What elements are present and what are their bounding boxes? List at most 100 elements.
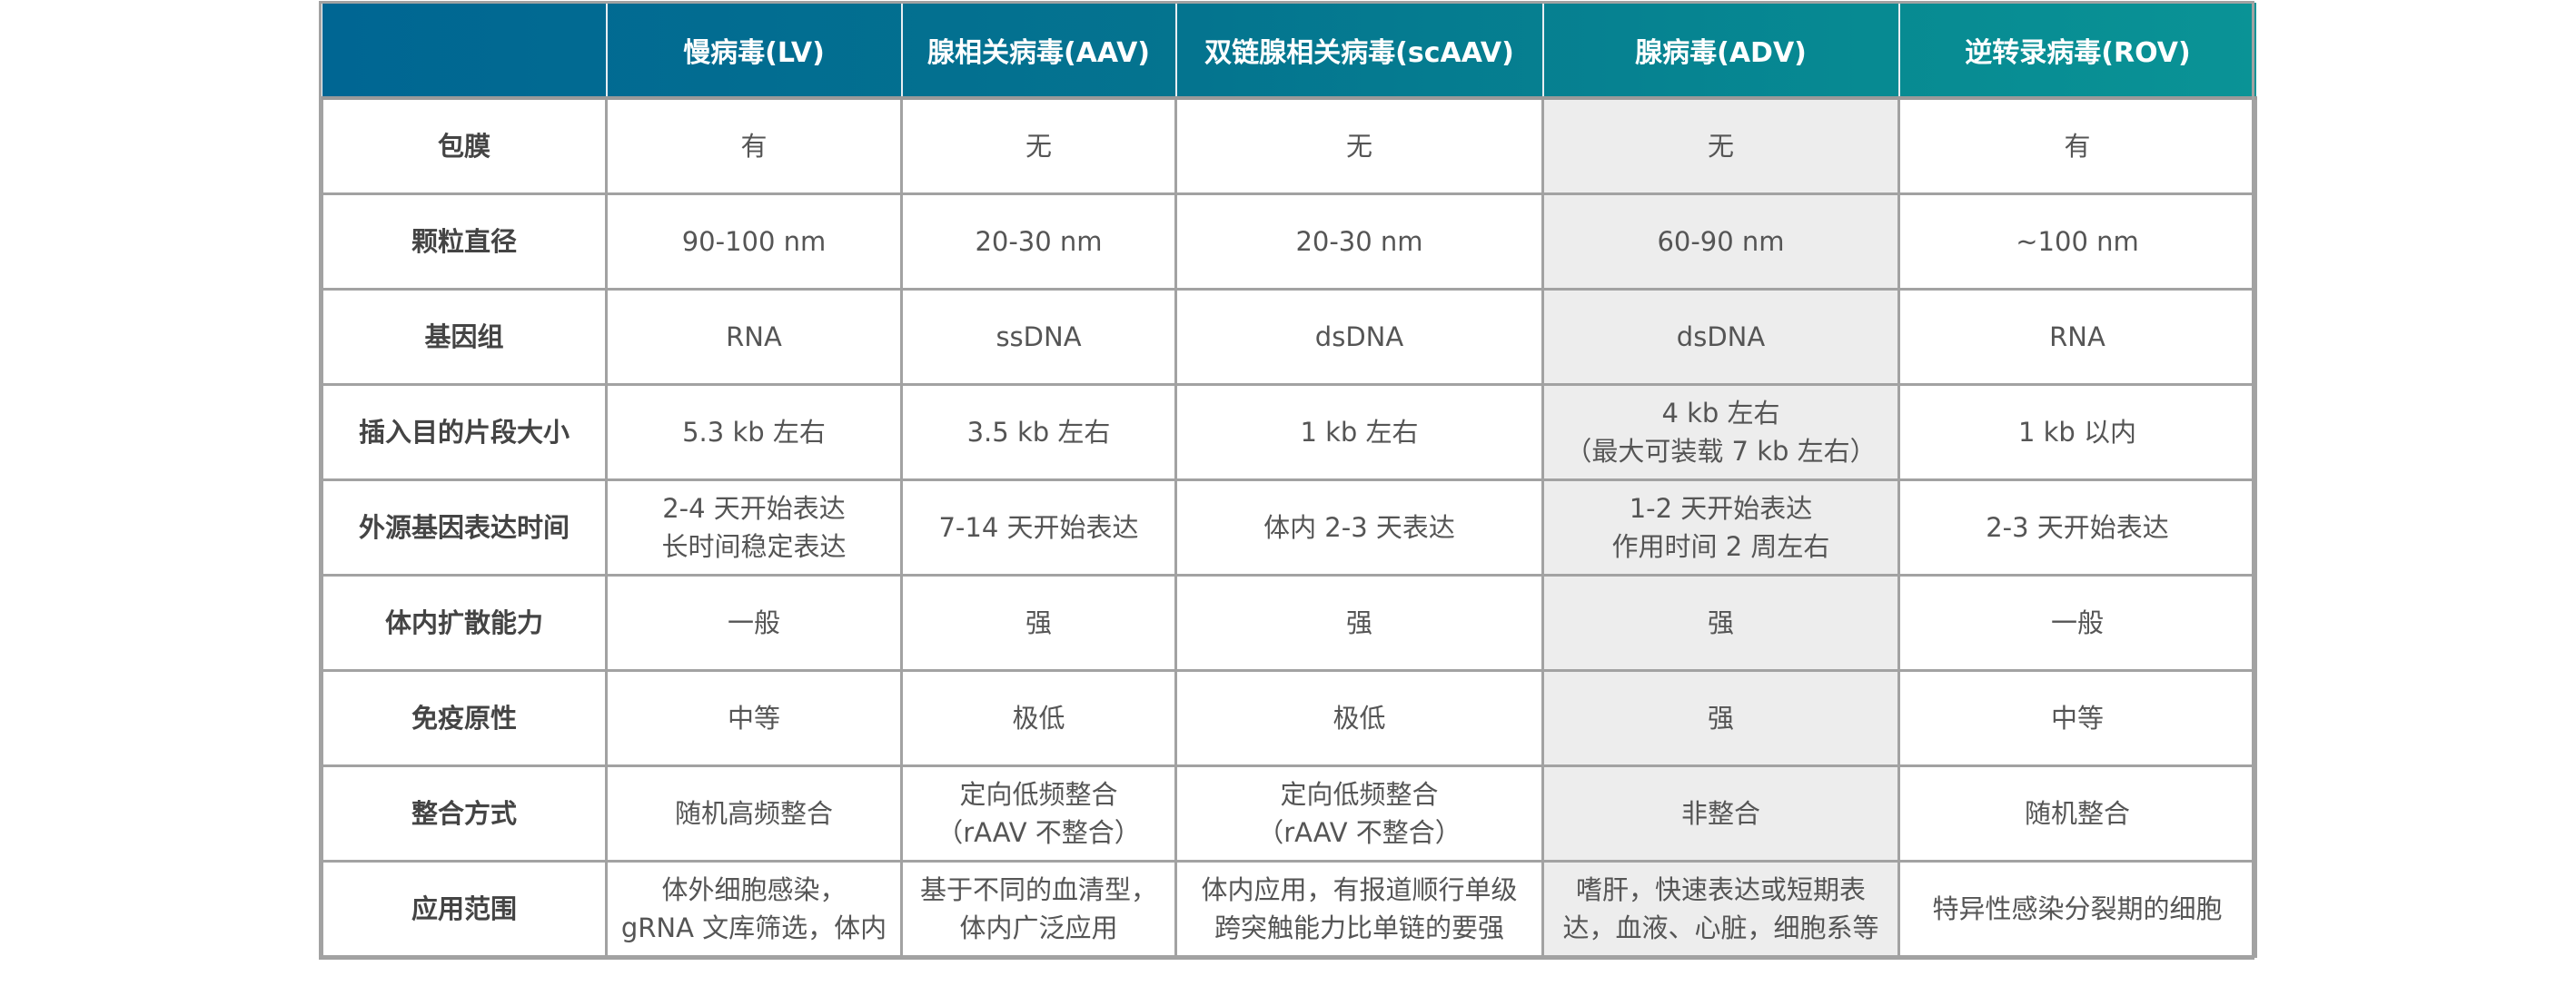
table-cell: 体内 2-3 天表达 bbox=[1174, 478, 1544, 577]
cell-text: 2-3 天开始表达 bbox=[1986, 511, 2169, 543]
table-cell: 中等 bbox=[605, 668, 903, 767]
row-label: 应用范围 bbox=[321, 859, 608, 958]
cell-text: 嗜肝，快速表达或短期表 bbox=[1575, 873, 1866, 905]
cell-text: 特异性感染分裂期的细胞 bbox=[1932, 892, 2223, 924]
table-cell: dsDNA bbox=[1174, 287, 1544, 386]
table-row: 基因组 RNA ssDNA dsDNA dsDNA RNA bbox=[321, 287, 2257, 386]
table-cell: 1-2 天开始表达 作用时间 2 周左右 bbox=[1541, 478, 1900, 577]
row-label: 基因组 bbox=[321, 287, 608, 386]
table-cell: 无 bbox=[1174, 96, 1544, 195]
cell-text: 有 bbox=[2064, 130, 2091, 162]
table-cell: RNA bbox=[605, 287, 903, 386]
row-label: 包膜 bbox=[321, 96, 608, 195]
table-cell: 中等 bbox=[1897, 668, 2257, 767]
table-cell: 1 kb 左右 bbox=[1174, 382, 1544, 481]
cell-text: 无 bbox=[1707, 130, 1734, 162]
row-label: 插入目的片段大小 bbox=[321, 382, 608, 481]
table-cell: 随机整合 bbox=[1897, 764, 2257, 863]
cell-text: 20-30 nm bbox=[975, 225, 1103, 257]
cell-text: dsDNA bbox=[1314, 320, 1404, 352]
table-cell: 60-90 nm bbox=[1541, 192, 1900, 291]
table-cell: 20-30 nm bbox=[900, 192, 1177, 291]
cell-text: ~100 nm bbox=[2016, 225, 2139, 257]
cell-text: 强 bbox=[1707, 606, 1734, 638]
cell-text: 20-30 nm bbox=[1295, 225, 1423, 257]
cell-text: 强 bbox=[1345, 606, 1372, 638]
table-cell: ~100 nm bbox=[1897, 192, 2257, 291]
column-header: 腺病毒(ADV) bbox=[1542, 3, 1900, 100]
cell-text: 7-14 天开始表达 bbox=[938, 511, 1139, 543]
cell-text: 中等 bbox=[727, 702, 780, 734]
cell-text: 跨突触能力比单链的要强 bbox=[1214, 912, 1504, 943]
cell-text: 定向低频整合 bbox=[1280, 778, 1439, 810]
cell-text: 4 kb 左右 bbox=[1661, 397, 1780, 429]
cell-text: 1 kb 以内 bbox=[2017, 416, 2137, 448]
table-cell: ssDNA bbox=[900, 287, 1177, 386]
cell-text: 2-4 天开始表达 bbox=[662, 492, 846, 524]
row-label: 整合方式 bbox=[321, 764, 608, 863]
cell-text: 5.3 kb 左右 bbox=[682, 416, 826, 448]
cell-text: 极低 bbox=[1012, 702, 1065, 734]
table-cell: 定向低频整合 （rAAV 不整合） bbox=[900, 764, 1177, 863]
table-cell: 强 bbox=[900, 573, 1177, 672]
cell-text: 强 bbox=[1707, 702, 1734, 734]
table-cell: 无 bbox=[1541, 96, 1900, 195]
table-cell: 无 bbox=[900, 96, 1177, 195]
header-corner bbox=[322, 3, 608, 100]
table-cell: 特异性感染分裂期的细胞 bbox=[1897, 859, 2257, 958]
table-cell: 一般 bbox=[1897, 573, 2257, 672]
table-cell: 2-4 天开始表达 长时间稳定表达 bbox=[605, 478, 903, 577]
column-header: 慢病毒(LV) bbox=[606, 3, 903, 100]
cell-text: 极低 bbox=[1333, 702, 1386, 734]
table-cell: 有 bbox=[1897, 96, 2257, 195]
table-cell: RNA bbox=[1897, 287, 2257, 386]
cell-text: 60-90 nm bbox=[1657, 225, 1785, 257]
column-header: 逆转录病毒(ROV) bbox=[1898, 3, 2256, 100]
table-cell: 强 bbox=[1541, 573, 1900, 672]
row-label: 外源基因表达时间 bbox=[321, 478, 608, 577]
cell-text: 作用时间 2 周左右 bbox=[1611, 530, 1830, 562]
table-cell: 定向低频整合 （rAAV 不整合） bbox=[1174, 764, 1544, 863]
cell-text: （最大可装载 7 kb 左右） bbox=[1565, 435, 1877, 467]
cell-text: dsDNA bbox=[1676, 320, 1766, 352]
cell-text: 体外细胞感染， bbox=[661, 873, 847, 905]
table-cell: 非整合 bbox=[1541, 764, 1900, 863]
cell-text: 体内广泛应用 bbox=[959, 912, 1118, 943]
table-cell: 1 kb 以内 bbox=[1897, 382, 2257, 481]
cell-text: 强 bbox=[1025, 606, 1052, 638]
table-cell: 2-3 天开始表达 bbox=[1897, 478, 2257, 577]
table-cell: 体外细胞感染， gRNA 文库筛选，体内 bbox=[605, 859, 903, 958]
cell-text: 中等 bbox=[2050, 702, 2104, 734]
table-cell: 随机高频整合 bbox=[605, 764, 903, 863]
column-header: 双链腺相关病毒(scAAV) bbox=[1175, 3, 1544, 100]
cell-text: 1-2 天开始表达 bbox=[1629, 492, 1813, 524]
header-row: 慢病毒(LV) 腺相关病毒(AAV) 双链腺相关病毒(scAAV) 腺病毒(ADV) 逆… bbox=[322, 3, 2256, 100]
row-label: 免疫原性 bbox=[321, 668, 608, 767]
table-cell: 90-100 nm bbox=[605, 192, 903, 291]
table-row: 体内扩散能力 一般 强 强 强 一般 bbox=[321, 573, 2257, 672]
table-cell: 极低 bbox=[1174, 668, 1544, 767]
table-cell: 嗜肝，快速表达或短期表 达，血液、心脏，细胞系等 bbox=[1541, 859, 1900, 958]
cell-text: （rAAV 不整合） bbox=[936, 816, 1141, 848]
cell-text: （rAAV 不整合） bbox=[1257, 816, 1461, 848]
cell-text: 定向低频整合 bbox=[959, 778, 1118, 810]
cell-text: 随机整合 bbox=[2024, 797, 2130, 829]
cell-text: RNA bbox=[2049, 320, 2105, 352]
table-row: 插入目的片段大小 5.3 kb 左右 3.5 kb 左右 1 kb 左右 4 kb 左右… bbox=[321, 382, 2257, 481]
cell-text: 基于不同的血清型， bbox=[919, 873, 1157, 905]
cell-text: 达，血液、心脏，细胞系等 bbox=[1562, 912, 1879, 943]
cell-text: RNA bbox=[726, 320, 782, 352]
cell-text: 无 bbox=[1025, 130, 1052, 162]
table-cell: 5.3 kb 左右 bbox=[605, 382, 903, 481]
table-cell: 极低 bbox=[900, 668, 1177, 767]
row-label: 体内扩散能力 bbox=[321, 573, 608, 672]
table-cell: 强 bbox=[1541, 668, 1900, 767]
table-row: 整合方式 随机高频整合 定向低频整合 （rAAV 不整合） 定向低频整合 （rAAV 不整… bbox=[321, 764, 2257, 863]
cell-text: 长时间稳定表达 bbox=[661, 530, 847, 562]
table-cell: 体内应用，有报道顺行单级 跨突触能力比单链的要强 bbox=[1174, 859, 1544, 958]
table-cell: 强 bbox=[1174, 573, 1544, 672]
cell-text: 无 bbox=[1345, 130, 1372, 162]
table-cell: 4 kb 左右 （最大可装载 7 kb 左右） bbox=[1541, 382, 1900, 481]
table-row: 应用范围 体外细胞感染， gRNA 文库筛选，体内 基于不同的血清型， 体内广泛应用 体内… bbox=[321, 859, 2257, 958]
row-label: 颗粒直径 bbox=[321, 192, 608, 291]
